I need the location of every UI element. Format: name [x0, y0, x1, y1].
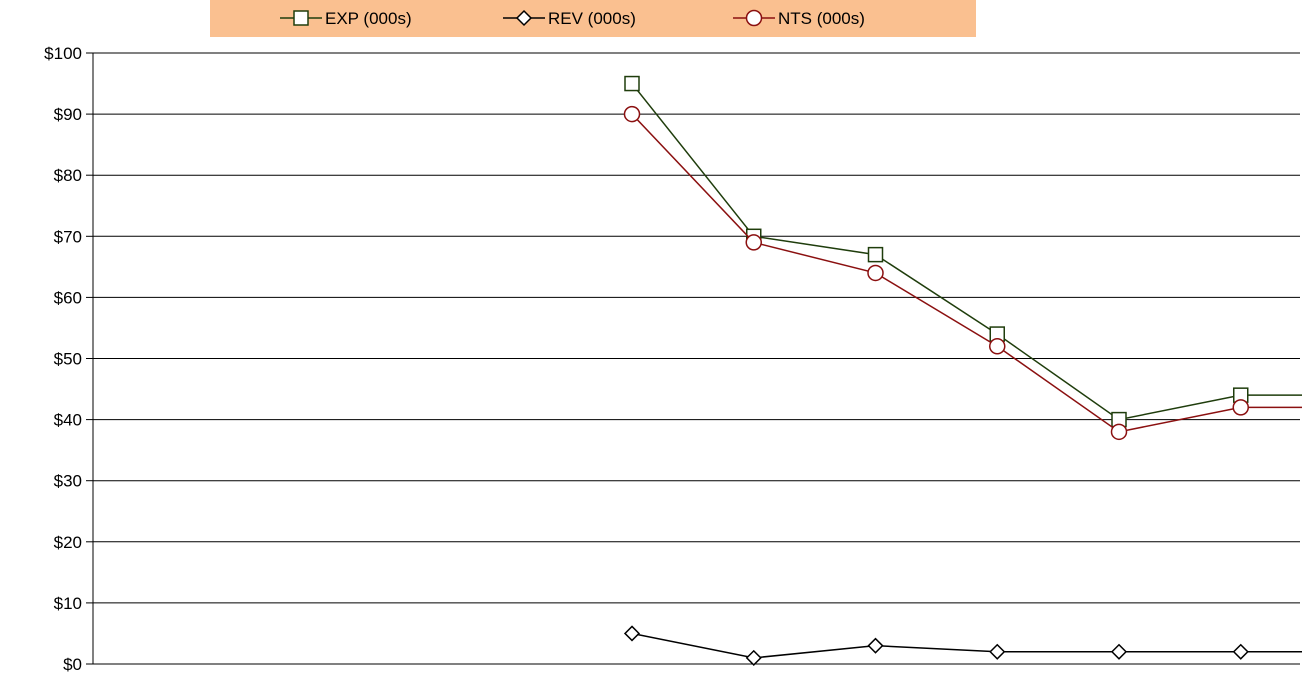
data-point	[867, 264, 884, 282]
data-point	[1232, 643, 1249, 660]
legend-marker	[293, 10, 309, 26]
gridlines	[93, 52, 1300, 665]
data-point	[867, 637, 884, 654]
y-tick-label: $30	[54, 472, 82, 491]
data-point	[989, 643, 1006, 660]
legend-marker	[515, 9, 533, 27]
y-tick-label: $100	[44, 44, 82, 63]
y-tick-label: $70	[54, 227, 82, 246]
data-point	[1110, 643, 1128, 660]
legend-marker	[745, 9, 763, 27]
legend-entry: REV (000s)	[503, 9, 636, 28]
data-point	[1110, 423, 1128, 441]
y-tick-label: $20	[54, 533, 82, 552]
y-tick-label: $0	[63, 655, 82, 674]
axes: $0 $10 $20 $30 $40 $50 $60 $70 $80 $90 $100	[44, 44, 94, 674]
data-point	[623, 105, 641, 123]
series-3	[623, 105, 1302, 441]
y-tick-label: $90	[54, 105, 82, 124]
y-tick-label: $40	[54, 411, 82, 430]
series-layer	[623, 75, 1302, 666]
data-point	[623, 625, 641, 642]
y-tick-label: $10	[54, 594, 82, 613]
legend-entry: EXP (000s)	[280, 9, 412, 28]
data-point	[867, 246, 884, 263]
y-tick-label: $80	[54, 166, 82, 185]
legend-label: EXP (000s)	[325, 9, 412, 28]
data-point	[745, 649, 762, 666]
data-point	[1232, 399, 1249, 416]
y-tick-label: $50	[54, 350, 82, 369]
legend: EXP (000s) REV (000s) NTS (000s)	[210, 0, 976, 37]
series-line	[631, 113, 1302, 433]
series-line	[631, 83, 1302, 421]
y-tick-label: $60	[54, 288, 82, 307]
data-point	[989, 338, 1006, 355]
legend-background	[210, 0, 976, 37]
series-line	[631, 632, 1302, 659]
series-1	[624, 75, 1302, 428]
series-2	[623, 625, 1302, 666]
data-point	[745, 234, 762, 251]
legend-entry: NTS (000s)	[733, 9, 865, 28]
data-point	[624, 75, 640, 92]
legend-label: REV (000s)	[548, 9, 636, 28]
legend-label: NTS (000s)	[778, 9, 865, 28]
